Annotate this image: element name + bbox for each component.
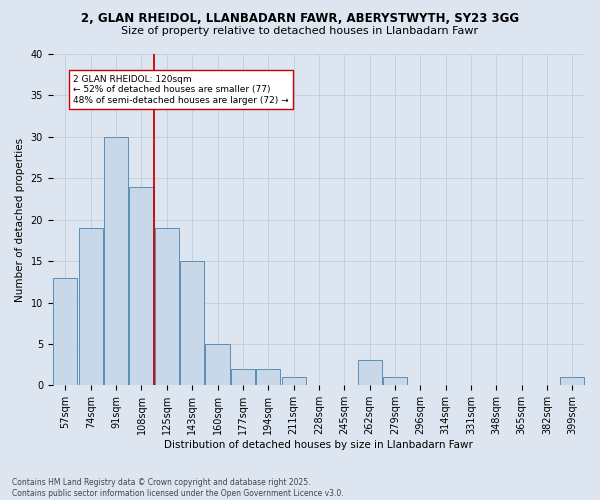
Text: Size of property relative to detached houses in Llanbadarn Fawr: Size of property relative to detached ho… — [121, 26, 479, 36]
Bar — [231, 369, 255, 386]
Bar — [560, 377, 584, 386]
Text: Contains HM Land Registry data © Crown copyright and database right 2025.
Contai: Contains HM Land Registry data © Crown c… — [12, 478, 344, 498]
Bar — [383, 377, 407, 386]
Bar — [180, 261, 204, 386]
Bar — [358, 360, 382, 386]
X-axis label: Distribution of detached houses by size in Llanbadarn Fawr: Distribution of detached houses by size … — [164, 440, 473, 450]
Bar — [155, 228, 179, 386]
Bar — [205, 344, 230, 386]
Bar — [79, 228, 103, 386]
Bar — [130, 186, 154, 386]
Bar — [281, 377, 305, 386]
Bar — [256, 369, 280, 386]
Text: 2, GLAN RHEIDOL, LLANBADARN FAWR, ABERYSTWYTH, SY23 3GG: 2, GLAN RHEIDOL, LLANBADARN FAWR, ABERYS… — [81, 12, 519, 26]
Text: 2 GLAN RHEIDOL: 120sqm
← 52% of detached houses are smaller (77)
48% of semi-det: 2 GLAN RHEIDOL: 120sqm ← 52% of detached… — [73, 74, 289, 104]
Bar — [53, 278, 77, 386]
Y-axis label: Number of detached properties: Number of detached properties — [15, 138, 25, 302]
Bar — [104, 137, 128, 386]
